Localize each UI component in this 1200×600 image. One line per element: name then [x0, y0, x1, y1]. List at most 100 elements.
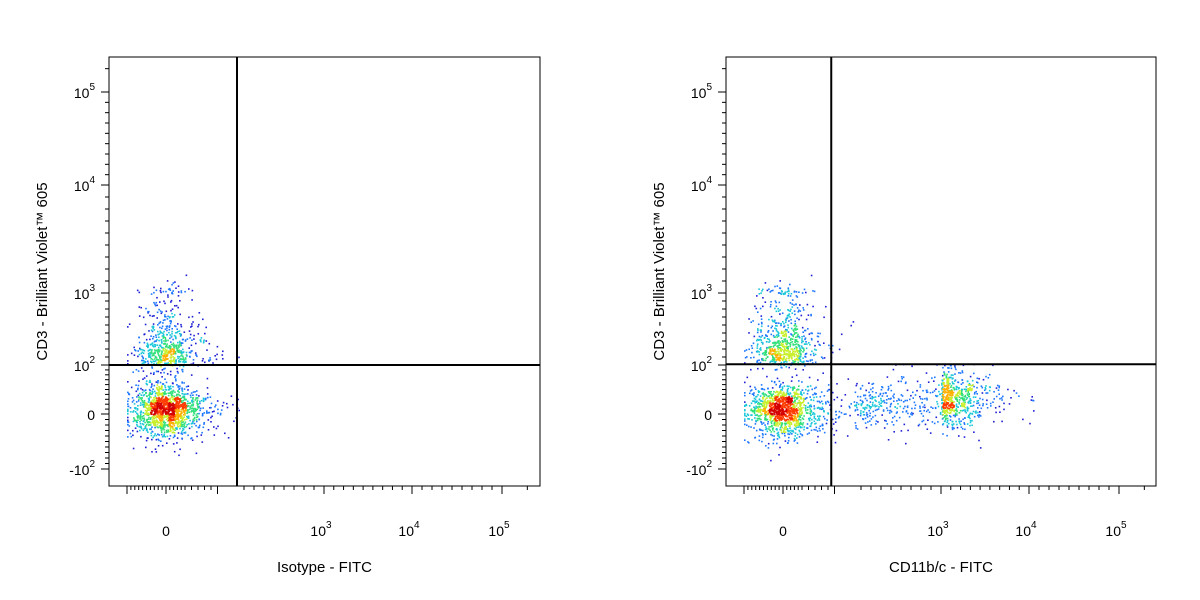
- event-dot: [869, 401, 872, 403]
- event-dot: [775, 360, 777, 363]
- event-dot: [904, 382, 907, 385]
- event-dot: [140, 398, 143, 401]
- event-dot: [911, 414, 913, 416]
- event-dot: [780, 429, 783, 431]
- event-dot: [173, 400, 176, 402]
- event-dot: [771, 342, 774, 344]
- event-dot: [886, 409, 889, 412]
- event-dot: [150, 405, 152, 407]
- event-dot: [814, 344, 816, 347]
- event-dot: [806, 303, 809, 306]
- event-dot: [978, 377, 980, 380]
- event-dot: [786, 357, 788, 360]
- event-dot: [753, 392, 755, 394]
- event-dot: [181, 368, 184, 371]
- event-dot: [963, 405, 966, 407]
- event-dot: [144, 426, 147, 428]
- event-dot: [787, 400, 789, 403]
- event-dot: [869, 397, 872, 400]
- event-dot: [950, 398, 952, 401]
- event-dot: [177, 407, 180, 410]
- event-dot: [992, 364, 994, 367]
- event-dot: [935, 416, 938, 419]
- event-dot: [791, 303, 793, 305]
- event-dot: [778, 420, 781, 422]
- event-dot: [132, 420, 135, 423]
- event-dot: [762, 422, 765, 424]
- event-dot: [789, 339, 792, 341]
- x-tick-label: 104: [398, 520, 420, 539]
- event-dot: [914, 394, 917, 396]
- event-dot: [992, 401, 994, 403]
- event-dot: [787, 353, 789, 355]
- event-dot: [776, 322, 778, 324]
- event-dot: [811, 421, 813, 424]
- event-dot: [177, 396, 179, 399]
- event-dot: [772, 439, 775, 441]
- event-dot: [768, 288, 770, 290]
- event-dot: [902, 407, 905, 410]
- event-dot: [961, 402, 963, 405]
- event-dot: [193, 409, 195, 411]
- event-dot: [771, 358, 774, 361]
- event-dot: [956, 399, 959, 401]
- event-dot: [185, 354, 188, 356]
- event-dot: [186, 410, 189, 412]
- event-dot: [160, 365, 162, 368]
- event-dot: [791, 386, 794, 389]
- event-dot: [802, 401, 804, 404]
- event-dot: [798, 409, 801, 411]
- event-dot: [1010, 397, 1012, 399]
- event-dot: [805, 409, 807, 412]
- event-dot: [951, 404, 953, 406]
- event-dot: [946, 388, 948, 391]
- event-dot: [890, 402, 893, 405]
- event-dot: [161, 405, 164, 407]
- event-dot: [885, 402, 888, 404]
- event-dot: [139, 416, 142, 418]
- event-dot: [149, 401, 151, 404]
- event-dot: [798, 393, 800, 396]
- event-dot: [171, 312, 173, 315]
- event-dot: [779, 426, 782, 429]
- event-dot: [892, 395, 894, 397]
- event-dot: [130, 435, 133, 438]
- event-dot: [794, 360, 797, 363]
- event-dot: [809, 417, 811, 419]
- event-dot: [1022, 418, 1024, 421]
- event-dot: [908, 415, 911, 418]
- event-dot: [199, 424, 201, 427]
- event-dot: [150, 335, 152, 337]
- event-dot: [872, 401, 874, 404]
- event-dot: [973, 372, 975, 375]
- event-dot: [831, 351, 834, 354]
- event-dot: [748, 442, 750, 444]
- event-dot: [961, 393, 963, 395]
- event-dot: [744, 394, 746, 397]
- event-dot: [781, 413, 783, 416]
- event-dot: [127, 400, 129, 403]
- event-dot: [767, 330, 770, 332]
- event-dot: [943, 420, 946, 423]
- event-dot: [214, 355, 216, 357]
- event-dot: [826, 400, 829, 403]
- event-dot: [760, 341, 763, 344]
- event-dot: [137, 355, 139, 358]
- event-dot: [794, 425, 797, 427]
- event-dot: [793, 412, 796, 415]
- event-dot: [783, 351, 786, 354]
- event-dot: [195, 408, 197, 411]
- event-dot: [794, 423, 796, 426]
- event-dot: [768, 397, 771, 399]
- event-dot: [142, 415, 145, 417]
- event-dot: [793, 410, 796, 413]
- event-dot: [778, 386, 781, 389]
- event-dot: [764, 424, 766, 426]
- event-dot: [754, 398, 757, 400]
- event-dot: [154, 304, 157, 307]
- event-dot: [179, 395, 181, 397]
- event-dot: [164, 314, 166, 316]
- event-dot: [950, 384, 953, 387]
- event-dot: [748, 318, 750, 320]
- event-dot: [776, 391, 779, 393]
